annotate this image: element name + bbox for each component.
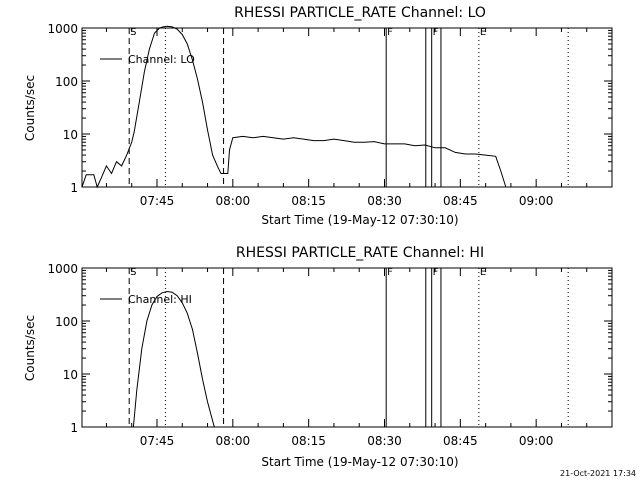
lo-y-tick-label: 100 [55, 75, 78, 89]
footer-timestamp: 21-Oct-2021 17:34 [560, 469, 636, 478]
lo-x-tick-label: 08:15 [291, 194, 326, 208]
lo-event-label: E [480, 27, 486, 38]
hi-x-tick-label: 07:45 [140, 434, 175, 448]
lo-x-tick-label: 07:45 [140, 194, 175, 208]
hi-x-axis-label: Start Time (19-May-12 07:30:10) [261, 455, 458, 469]
hi-plot-area: 1 10 100 1000 07:45 08:00 08:15 08:30 08:45 09:00… [47, 262, 613, 448]
lo-y-tick-label: 10 [63, 128, 78, 142]
lo-x-tick-label: 09:00 [519, 194, 554, 208]
lo-y-tick-label: 1 [70, 181, 78, 195]
lo-chart-title: RHESSI PARTICLE_RATE Channel: LO [234, 5, 486, 21]
hi-y-tick-label: 1000 [47, 262, 78, 276]
hi-series-line [132, 290, 215, 428]
lo-event-label: S [130, 27, 136, 38]
hi-y-tick-label: 100 [55, 315, 78, 329]
hi-event-label: S [130, 267, 136, 278]
lo-series-line [81, 25, 507, 189]
hi-event-label: E [480, 267, 486, 278]
hi-channel-panel: RHESSI PARTICLE_RATE Channel: HI Counts/… [23, 245, 613, 469]
lo-legend-label: Channel: LO [128, 53, 195, 66]
hi-x-tick-label: 08:45 [443, 434, 478, 448]
hi-x-tick-label: 09:00 [519, 434, 554, 448]
hi-x-tick-label: 08:15 [291, 434, 326, 448]
hi-plot-frame [81, 267, 613, 428]
hi-y-tick-label: 10 [63, 368, 78, 382]
lo-x-tick-label: 08:00 [216, 194, 251, 208]
hi-event-label: F [387, 267, 393, 278]
hi-y-tick-label: 1 [70, 421, 78, 435]
hi-event-label: F [433, 267, 439, 278]
lo-plot-area: 1 10 100 1000 07:45 08:00 08:15 08:30 08:45 09:00… [47, 22, 613, 208]
lo-x-tick-label: 08:45 [443, 194, 478, 208]
lo-y-axis-label: Counts/sec [23, 75, 37, 141]
lo-channel-panel: RHESSI PARTICLE_RATE Channel: LO Counts/… [23, 5, 613, 227]
lo-event-label: F [433, 27, 439, 38]
lo-x-axis-label: Start Time (19-May-12 07:30:10) [261, 213, 458, 227]
lo-y-tick-label: 1000 [47, 22, 78, 36]
lo-plot-frame [81, 27, 613, 188]
lo-event-label: F [387, 27, 393, 38]
hi-chart-title: RHESSI PARTICLE_RATE Channel: HI [236, 245, 484, 261]
hi-x-tick-label: 08:00 [216, 434, 251, 448]
hi-y-axis-label: Counts/sec [23, 315, 37, 381]
hi-legend-label: Channel: HI [128, 293, 192, 306]
hi-x-tick-label: 08:30 [367, 434, 402, 448]
lo-x-tick-label: 08:30 [367, 194, 402, 208]
